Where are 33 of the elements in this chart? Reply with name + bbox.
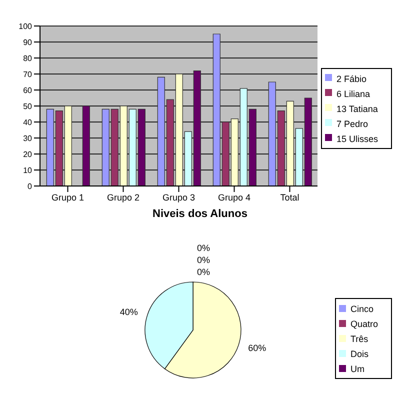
y-tick-label: 90 (23, 38, 33, 47)
text: 0% (197, 243, 210, 253)
legend-label: 7 Pedro (336, 118, 368, 128)
chart-title: Niveis dos Alunos (152, 208, 248, 220)
x-tick-label: Grupo 3 (162, 192, 196, 202)
legend-label: 13 Tatiana (336, 104, 378, 114)
bar (82, 106, 90, 186)
x-tick-label: Grupo 1 (51, 192, 84, 202)
x-tick-label: Grupo 4 (218, 192, 251, 202)
legend-label: Cinco (350, 304, 374, 314)
y-tick-label: 20 (23, 150, 33, 159)
legend-label: Três (350, 334, 368, 344)
y-tick-label: 30 (23, 134, 33, 143)
text: 0% (197, 255, 210, 265)
y-tick-label: 80 (23, 54, 33, 63)
legend-label: 6 Liliana (336, 88, 370, 98)
data-label: 40% (120, 307, 138, 318)
data-label: 60% (248, 342, 266, 353)
y-tick-label: 60 (23, 86, 33, 95)
y-tick-label: 100 (18, 22, 33, 31)
y-tick-label: 10 (23, 166, 33, 175)
legend-label: Quatro (350, 319, 378, 329)
legend-label: 15 Ulisses (336, 134, 378, 144)
y-tick-label: 0 (28, 182, 33, 191)
y-tick-label: 40 (23, 118, 33, 127)
text: 0% (197, 267, 210, 277)
y-tick-label: 70 (23, 70, 33, 79)
legend-label: Um (350, 364, 364, 374)
legend-label: 2 Fábio (336, 74, 367, 84)
y-tick-label: 50 (23, 102, 33, 111)
x-tick-label: Total (280, 192, 300, 202)
x-tick-label: Grupo 2 (106, 192, 140, 202)
legend-label: Dois (350, 349, 368, 359)
